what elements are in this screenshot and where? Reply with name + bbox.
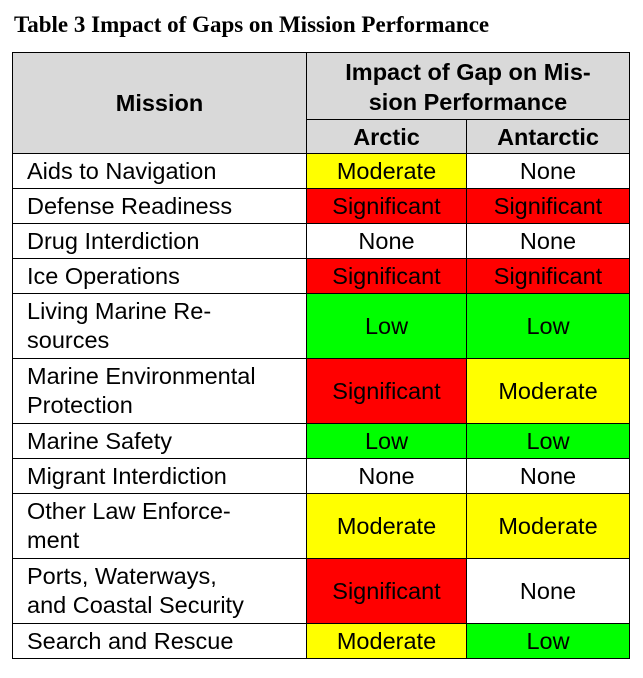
- mission-line1: Marine Environmental: [27, 363, 256, 389]
- arctic-impact-cell: Low: [306, 423, 467, 459]
- antarctic-impact-cell: Significant: [466, 258, 630, 294]
- mission-cell: Migrant Interdiction: [12, 458, 307, 494]
- header-impact-line1: Impact of Gap on Mis-: [345, 59, 591, 85]
- mission-line2: ment: [27, 527, 80, 553]
- arctic-impact-cell: Moderate: [306, 623, 467, 659]
- arctic-impact-cell: Significant: [306, 358, 467, 424]
- header-mission: Mission: [12, 52, 307, 154]
- mission-line2: Protection: [27, 392, 133, 418]
- antarctic-impact-cell: Low: [466, 293, 630, 359]
- table-row: Ice Operations Significant Significant: [12, 258, 630, 294]
- antarctic-impact-cell: Moderate: [466, 358, 630, 424]
- mission-cell: Drug Interdiction: [12, 223, 307, 259]
- table-row: Defense Readiness Significant Significan…: [12, 188, 630, 224]
- arctic-impact-cell: Low: [306, 293, 467, 359]
- mission-cell: Aids to Navigation: [12, 153, 307, 189]
- arctic-impact-cell: Significant: [306, 188, 467, 224]
- table-row: Migrant Interdiction None None: [12, 458, 630, 494]
- impact-table: Mission Impact of Gap on Mis- sion Perfo…: [12, 52, 630, 659]
- mission-line2: and Coastal Security: [27, 592, 244, 618]
- table-row: Aids to Navigation Moderate None: [12, 153, 630, 189]
- antarctic-impact-cell: Low: [466, 423, 630, 459]
- arctic-impact-cell: None: [306, 458, 467, 494]
- table-row: Other Law Enforce- ment Moderate Moderat…: [12, 493, 630, 559]
- mission-cell: Other Law Enforce- ment: [12, 493, 307, 559]
- header-arctic: Arctic: [306, 119, 467, 154]
- table-row: Search and Rescue Moderate Low: [12, 623, 630, 659]
- header-antarctic: Antarctic: [466, 119, 630, 154]
- antarctic-impact-cell: Significant: [466, 188, 630, 224]
- header-impact-line2: sion Performance: [368, 89, 568, 115]
- antarctic-impact-cell: None: [466, 558, 630, 624]
- mission-line1: Living Marine Re-: [27, 298, 212, 324]
- arctic-impact-cell: Moderate: [306, 493, 467, 559]
- table-caption: Table 3 Impact of Gaps on Mission Perfor…: [14, 12, 490, 37]
- table-row: Ports, Waterways, and Coastal Security S…: [12, 558, 630, 624]
- arctic-impact-cell: None: [306, 223, 467, 259]
- mission-line1: Other Law Enforce-: [27, 498, 231, 524]
- antarctic-impact-cell: None: [466, 458, 630, 494]
- antarctic-impact-cell: Low: [466, 623, 630, 659]
- antarctic-impact-cell: None: [466, 223, 630, 259]
- table-row: Marine Environmental Protection Signific…: [12, 358, 630, 424]
- mission-cell: Living Marine Re- sources: [12, 293, 307, 359]
- mission-cell: Ports, Waterways, and Coastal Security: [12, 558, 307, 624]
- table-body: Aids to Navigation Moderate None Defense…: [12, 153, 630, 659]
- table-row: Drug Interdiction None None: [12, 223, 630, 259]
- antarctic-impact-cell: Moderate: [466, 493, 630, 559]
- mission-cell: Marine Safety: [12, 423, 307, 459]
- mission-cell: Marine Environmental Protection: [12, 358, 307, 424]
- mission-line1: Ports, Waterways,: [27, 563, 217, 589]
- antarctic-impact-cell: None: [466, 153, 630, 189]
- mission-cell: Ice Operations: [12, 258, 307, 294]
- arctic-impact-cell: Significant: [306, 558, 467, 624]
- mission-cell: Defense Readiness: [12, 188, 307, 224]
- arctic-impact-cell: Significant: [306, 258, 467, 294]
- table-row: Marine Safety Low Low: [12, 423, 630, 459]
- header-impact: Impact of Gap on Mis- sion Performance: [306, 52, 630, 120]
- table-row: Living Marine Re- sources Low Low: [12, 293, 630, 359]
- mission-line2: sources: [27, 327, 110, 353]
- arctic-impact-cell: Moderate: [306, 153, 467, 189]
- mission-cell: Search and Rescue: [12, 623, 307, 659]
